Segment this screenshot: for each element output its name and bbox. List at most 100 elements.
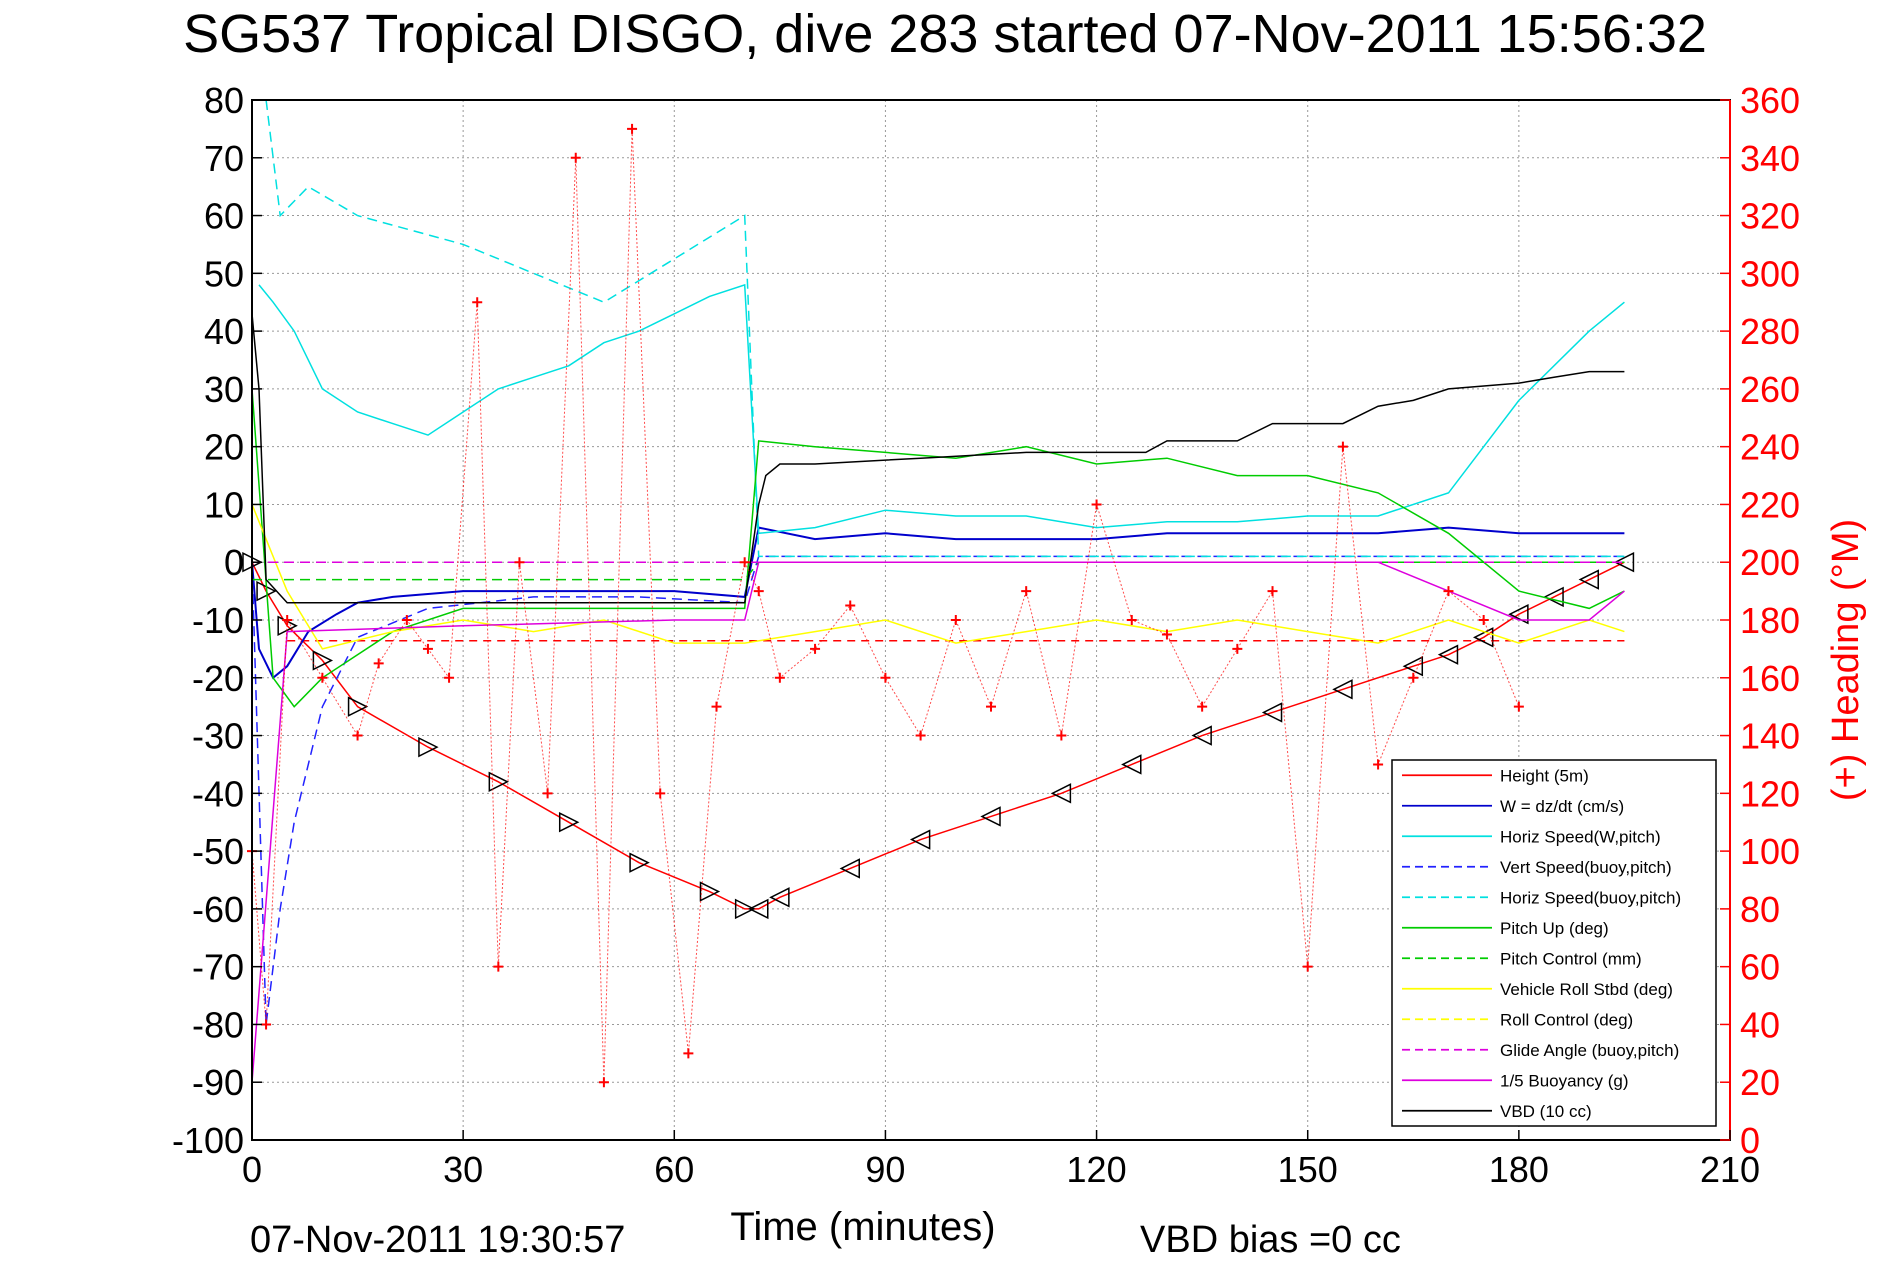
right-y-tick-label: 60	[1740, 947, 1780, 988]
y-tick-label: -50	[192, 831, 244, 872]
x-tick-label: 30	[443, 1149, 483, 1190]
height-marker	[909, 829, 931, 850]
y-tick-label: -20	[192, 658, 244, 699]
series-line	[252, 561, 1625, 581]
legend-entry: Pitch Control (mm)	[1500, 949, 1642, 968]
height-marker	[1402, 656, 1424, 677]
right-y-tick-label: 280	[1740, 311, 1800, 352]
heading-point	[1021, 586, 1032, 597]
y-tick-label: -90	[192, 1062, 244, 1103]
y-tick-label: -60	[192, 889, 244, 930]
y-tick-label: 50	[204, 253, 244, 294]
heading-line	[251, 128, 1520, 1083]
legend-entry: Vert Speed(buoy,pitch)	[1500, 858, 1672, 877]
height-marker	[1261, 702, 1283, 723]
right-y-tick-label: 340	[1740, 138, 1800, 179]
legend-entry: 1/5 Buoyancy (g)	[1500, 1071, 1629, 1090]
heading-point	[1408, 672, 1419, 683]
height-marker	[699, 881, 721, 902]
series-line	[265, 99, 1625, 558]
series-line	[251, 561, 1625, 910]
height-marker	[1437, 644, 1459, 665]
height-marker	[1191, 725, 1212, 746]
y-tick-label: 20	[204, 427, 244, 468]
right-axis-label: (+) Heading (°M)	[1825, 519, 1867, 801]
legend-entry: Horiz Speed(buoy,pitch)	[1500, 888, 1681, 907]
series-4	[265, 99, 1625, 558]
series-line	[251, 313, 1625, 604]
y-tick-label: -100	[172, 1120, 244, 1161]
right-y-tick-label: 160	[1740, 658, 1800, 699]
height-marker	[488, 771, 510, 792]
height-marker	[1472, 627, 1494, 648]
y-tick-label: 60	[204, 196, 244, 237]
plot-area	[242, 99, 1635, 1088]
heading-point	[352, 730, 363, 741]
heading-point	[810, 643, 821, 654]
right-y-tick-label: 140	[1740, 716, 1800, 757]
x-tick-label: 60	[654, 1149, 694, 1190]
legend-entry: W = dz/dt (cm/s)	[1500, 797, 1624, 816]
heading-point	[1056, 730, 1067, 741]
height-marker	[980, 806, 1001, 827]
legend-entry: Roll Control (deg)	[1500, 1010, 1633, 1029]
height-marker	[1508, 604, 1529, 625]
height-marker	[839, 858, 860, 879]
series-5	[251, 388, 1625, 708]
y-tick-label: -30	[192, 716, 244, 757]
x-tick-label: 210	[1700, 1149, 1760, 1190]
height-marker	[347, 696, 369, 717]
legend-entry: VBD (10 cc)	[1500, 1102, 1592, 1121]
height-marker	[769, 887, 790, 908]
height-marker	[1050, 783, 1072, 804]
y-tick-label: 80	[204, 80, 244, 121]
heading-point	[845, 600, 856, 611]
series-line	[258, 283, 1625, 535]
height-marker	[1543, 586, 1564, 608]
y-tick-label: -40	[192, 773, 244, 814]
height-marker	[748, 898, 769, 920]
x-tick-label: 180	[1489, 1149, 1549, 1190]
series-0	[242, 552, 1635, 920]
heading-point	[627, 123, 638, 134]
x-tick-label: 150	[1278, 1149, 1338, 1190]
right-y-tick-label: 260	[1740, 369, 1800, 410]
right-y-tick-label: 20	[1740, 1062, 1780, 1103]
right-y-tick-label: 220	[1740, 484, 1800, 525]
x-tick-label: 120	[1067, 1149, 1127, 1190]
height-marker	[558, 812, 580, 833]
height-marker	[629, 852, 650, 873]
y-tick-label: 0	[224, 542, 244, 583]
x-tick-label: 0	[242, 1149, 262, 1190]
legend-entry: Pitch Up (deg)	[1500, 919, 1609, 938]
y-tick-label: 30	[204, 369, 244, 410]
footer-vbd-bias: VBD bias =0 cc	[1140, 1219, 1401, 1261]
axes: 0 30 60 90 120 150 180 210-100-90-80-70-60-50-4…	[172, 80, 1800, 1190]
right-y-tick-label: 200	[1740, 542, 1800, 583]
heading-point	[1232, 643, 1243, 654]
y-tick-label: 10	[204, 484, 244, 525]
right-y-tick-label: 40	[1740, 1004, 1780, 1045]
series-line	[251, 388, 1625, 708]
legend-entry: Height (5m)	[1500, 766, 1589, 785]
y-tick-label: -80	[192, 1004, 244, 1045]
series-line	[251, 504, 1625, 650]
footer-timestamp: 07-Nov-2011 19:30:57	[250, 1219, 625, 1261]
heading-point	[1161, 629, 1172, 640]
series-7	[251, 504, 1625, 650]
series-12	[247, 123, 1524, 1088]
height-marker	[418, 736, 439, 758]
height-marker	[1613, 552, 1635, 573]
y-tick-label: -10	[192, 600, 244, 641]
series-line	[251, 561, 1625, 1083]
legend-box	[1391, 759, 1717, 1127]
heading-point	[282, 615, 293, 625]
series-10	[251, 561, 1625, 1083]
legend-entry: Vehicle Roll Stbd (deg)	[1500, 980, 1673, 999]
series-6	[252, 561, 1625, 581]
y-tick-label: 70	[204, 138, 244, 179]
heading-point	[317, 672, 328, 683]
right-y-tick-label: 240	[1740, 427, 1800, 468]
right-y-tick-label: 100	[1740, 831, 1800, 872]
